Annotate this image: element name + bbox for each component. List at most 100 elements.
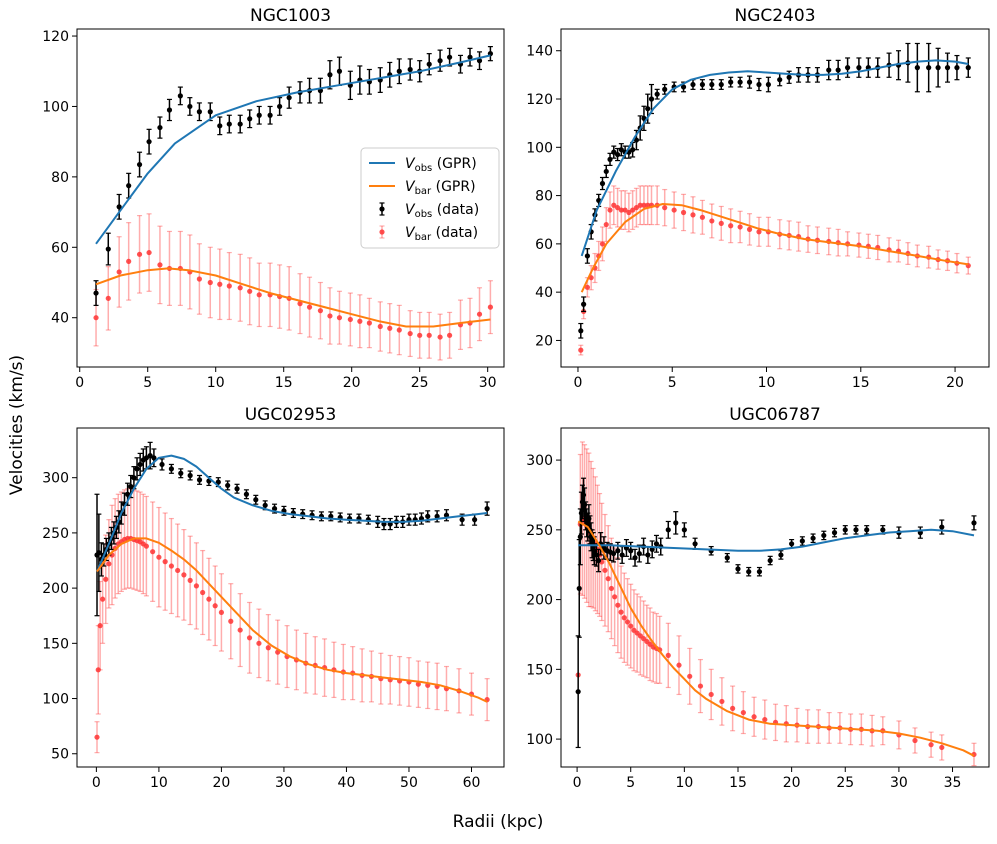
- vbar-data-point: [896, 720, 902, 750]
- vbar-data-point: [875, 234, 881, 261]
- x-tick-label: 15: [275, 375, 293, 391]
- vobs-data-point: [831, 527, 838, 538]
- vobs-data-point: [476, 51, 483, 71]
- vbar-data-series: [578, 185, 971, 356]
- vbar-data-point: [406, 657, 412, 707]
- vbar-gpr-line: [95, 267, 491, 328]
- vobs-data-point: [131, 466, 137, 490]
- vobs-data-point: [93, 280, 99, 306]
- vbar-data-point: [246, 601, 253, 674]
- axes-frame: [560, 427, 990, 768]
- x-tick-label: 15: [852, 375, 870, 391]
- vobs-data-point: [187, 97, 193, 116]
- x-tick-label: 25: [836, 775, 854, 791]
- vobs-data-point: [467, 47, 473, 67]
- vobs-data-point: [346, 513, 353, 524]
- vbar-data-point: [193, 542, 200, 630]
- vbar-data-point: [634, 593, 640, 673]
- vobs-data-point: [767, 555, 773, 566]
- vobs-data-point: [778, 550, 784, 560]
- vbar-data-point: [611, 185, 617, 226]
- x-tick-label: 10: [758, 375, 776, 391]
- y-tick-label: 300: [42, 471, 69, 487]
- y-tick-label: 80: [51, 170, 69, 186]
- vbar-data-point: [645, 185, 651, 226]
- vobs-data-point: [709, 79, 715, 90]
- x-tick-label: 30: [479, 375, 497, 391]
- vobs-data-point: [954, 54, 960, 81]
- plot-area: [94, 441, 490, 754]
- vobs-data-point: [357, 65, 363, 95]
- vobs-data-point: [234, 483, 240, 494]
- vbar-data-point: [751, 696, 757, 737]
- vobs-data-point: [136, 151, 143, 178]
- vbar-data-point: [740, 691, 746, 735]
- y-tick-label: 40: [51, 311, 69, 327]
- vobs-data-point: [457, 54, 464, 74]
- vobs-data-point: [327, 60, 333, 90]
- panel-title: UGC06787: [729, 405, 821, 425]
- vbar-data-point: [327, 287, 333, 345]
- vbar-data-point: [217, 248, 223, 321]
- vobs-data-point: [917, 526, 923, 539]
- vbar-data-point: [256, 262, 262, 328]
- panel-ngc2403: NGC2403 0 5 10 15 20 20 40 60 80 100 120 140: [526, 6, 990, 391]
- x-tick-label: 60: [463, 775, 481, 791]
- x-tick-label: 0: [574, 375, 583, 391]
- vbar-data-point: [637, 596, 643, 676]
- vobs-data-point: [690, 79, 696, 90]
- vobs-data-point: [286, 86, 292, 109]
- vbar-data-point: [618, 565, 624, 659]
- vbar-data-point: [387, 654, 393, 705]
- vbar-data-point: [237, 253, 243, 322]
- vbar-data-point: [708, 668, 714, 721]
- vobs-data-series: [93, 46, 494, 306]
- vbar-data-point: [116, 236, 122, 308]
- vbar-data-point: [157, 225, 163, 305]
- vbar-data-point: [100, 554, 106, 644]
- vobs-data-point: [728, 76, 734, 88]
- x-tick-label: 5: [668, 375, 677, 391]
- vbar-data-point: [181, 528, 187, 621]
- x-tick-label: 20: [213, 775, 231, 791]
- x-tick-label: 40: [338, 775, 356, 791]
- vobs-data-point: [336, 56, 343, 86]
- vbar-data-point: [200, 549, 206, 636]
- vobs-data-point: [396, 58, 402, 85]
- vobs-data-point: [116, 193, 122, 220]
- vbar-data-point: [737, 210, 743, 244]
- vobs-data-point: [412, 513, 418, 526]
- panel-title: NGC1003: [250, 6, 331, 26]
- vbar-data-point: [336, 290, 343, 345]
- vbar-data-point: [895, 239, 902, 263]
- vobs-data-point: [777, 73, 783, 87]
- vobs-data-point: [864, 525, 870, 535]
- vobs-data-point: [290, 508, 296, 519]
- vbar-data-point: [756, 216, 762, 247]
- x-tick-label: 5: [626, 775, 635, 791]
- vobs-data-point: [618, 143, 624, 157]
- y-tick-label: 120: [42, 29, 69, 45]
- vbar-data-point: [218, 573, 225, 652]
- vbar-data-point: [347, 292, 353, 347]
- vbar-data-point: [624, 578, 631, 666]
- vbar-gpr-line: [580, 203, 969, 293]
- x-tick-label: 0: [92, 775, 101, 791]
- vbar-data-point: [644, 604, 650, 679]
- vbar-data-point: [647, 607, 653, 682]
- vobs-data-point: [842, 525, 848, 535]
- vbar-data-point: [457, 299, 464, 350]
- vbar-data-point: [746, 213, 753, 246]
- vobs-data-point: [256, 105, 262, 125]
- vbar-data-point: [297, 273, 303, 335]
- vbar-data-point: [476, 287, 483, 342]
- vobs-data-point: [377, 67, 383, 93]
- vobs-data-point: [821, 530, 827, 541]
- vbar-data-point: [671, 191, 677, 229]
- vobs-data-point: [611, 145, 617, 159]
- vobs-data-point: [765, 76, 772, 93]
- vobs-data-point: [177, 86, 183, 106]
- vbar-data-point: [631, 589, 637, 672]
- vobs-data-point: [681, 522, 687, 538]
- vobs-gpr-line: [95, 54, 491, 245]
